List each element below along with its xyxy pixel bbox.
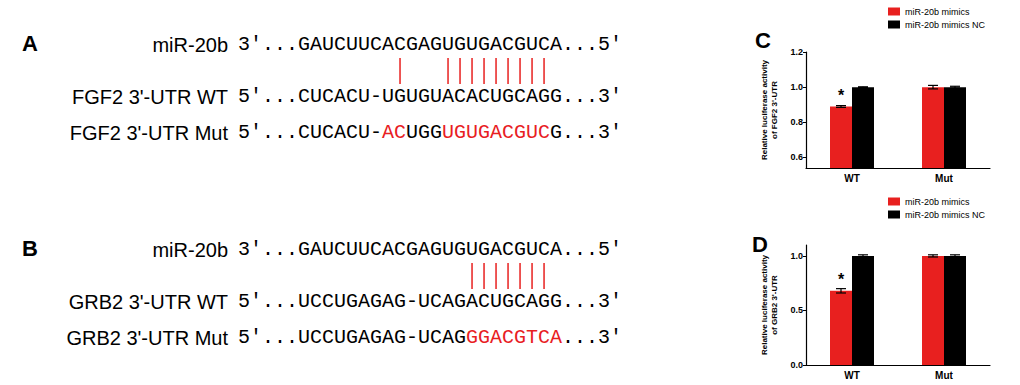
html-text:FGF2 3'-UTR WT: FGF2 3'-UTR WT <box>72 86 228 108</box>
svg-text:miR-20b mimics: miR-20b mimics <box>905 7 970 17</box>
svg-text:1.0: 1.0 <box>790 251 803 261</box>
svg-text:Relative luciferase activity: Relative luciferase activity <box>760 254 769 355</box>
html-text:FGF2 3'-UTR Mut: FGF2 3'-UTR Mut <box>69 122 228 144</box>
html-text:miR-20b: miR-20b <box>152 239 228 261</box>
svg-text:WT: WT <box>844 173 860 184</box>
svg-text:0.0: 0.0 <box>790 360 803 370</box>
svg-text:WT: WT <box>844 370 860 381</box>
svg-text:miR-20b mimics NC: miR-20b mimics NC <box>905 20 986 30</box>
svg-text:Mut: Mut <box>935 370 953 381</box>
svg-text:0.5: 0.5 <box>790 305 803 315</box>
svg-text:miR-20b mimics: miR-20b mimics <box>905 197 970 207</box>
html-text:B: B <box>22 236 38 261</box>
html-text:D: D <box>752 232 768 257</box>
svg-text:of GRB2 3'-UTR: of GRB2 3'-UTR <box>770 275 779 335</box>
html-text:A: A <box>22 31 38 56</box>
html-text:5'... CUCACU- AC UGG UGUGACGUC: 5'... CUCACU- AC UGG UGUGACGUC G...3' <box>238 121 623 144</box>
svg-text:Relative luciferase activity: Relative luciferase activity <box>760 59 769 160</box>
svg-text:of FGF2 3'-UTR: of FGF2 3'-UTR <box>770 81 779 139</box>
html-text:3'... GAUCUUCACGAGUGUGACGUCA..: 3'... GAUCUUCACGAGUGUGACGUCA...5' <box>238 33 623 56</box>
svg-text:1.0: 1.0 <box>790 82 803 92</box>
svg-text:Mut: Mut <box>935 173 953 184</box>
html-text:5'... UCCUGAGAG-UCAG GGACGTCA.: 5'... UCCUGAGAG-UCAG GGACGTCA...3' <box>238 326 623 349</box>
svg-text:miR-20b mimics NC: miR-20b mimics NC <box>905 210 986 220</box>
html-text:GRB2 3'-UTR Mut: GRB2 3'-UTR Mut <box>66 327 228 349</box>
svg-text:0.8: 0.8 <box>790 117 803 127</box>
svg-text:*: * <box>838 87 845 104</box>
html-text:C: C <box>755 28 771 53</box>
svg-text:1.2: 1.2 <box>790 47 803 57</box>
html-text:3'... GAUCUUCACGAGUGUGACGUCA..: 3'... GAUCUUCACGAGUGUGACGUCA...5' <box>238 238 623 261</box>
svg-text:*: * <box>838 271 845 288</box>
html-text:GRB2 3'-UTR WT: GRB2 3'-UTR WT <box>68 291 228 313</box>
html-text:5'... UCCUGAGAG-UCAGACUGCAGG..: 5'... UCCUGAGAG-UCAGACUGCAGG...3' <box>238 290 623 313</box>
svg-text:0.6: 0.6 <box>790 152 803 162</box>
html-text:5'... CUCACU-UGUGUACACUGCAGG..: 5'... CUCACU-UGUGUACACUGCAGG...3' <box>238 85 623 108</box>
html-text:miR-20b: miR-20b <box>152 34 228 56</box>
